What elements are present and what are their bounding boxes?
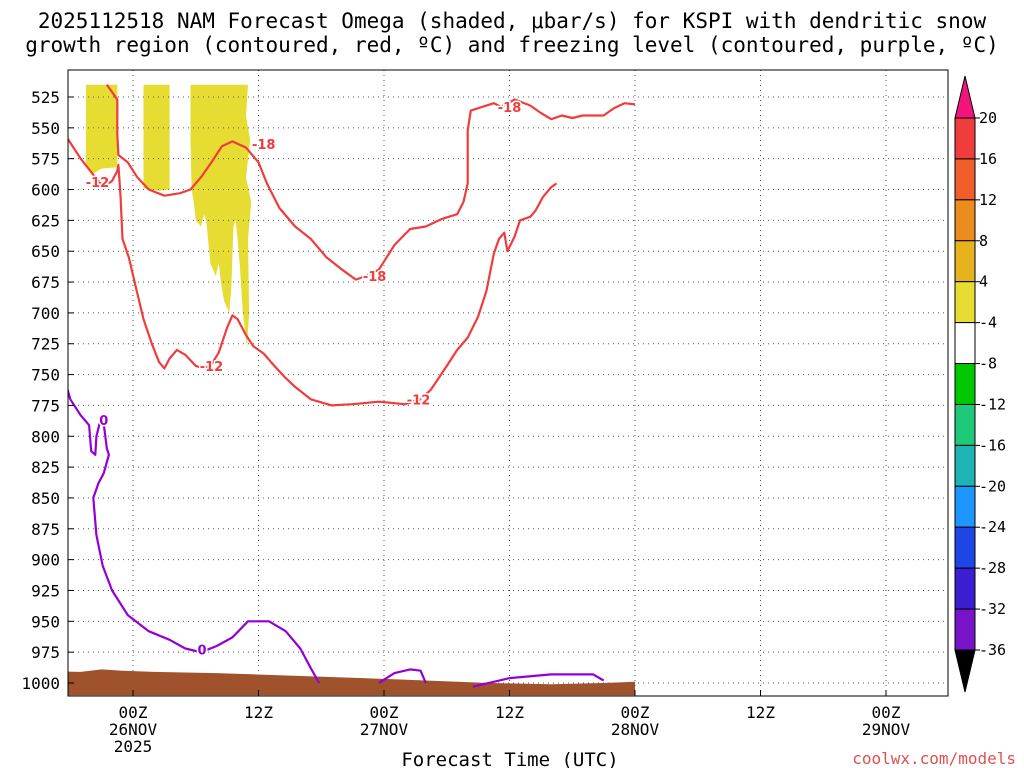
chart-title-line2: growth region (contoured, red, ºC) and f…	[25, 33, 999, 57]
dgz-contour-0	[68, 137, 558, 407]
contour-label: -12	[200, 360, 224, 375]
colorbar-label: 8	[979, 232, 988, 250]
x-axis-label: Forecast Time (UTC)	[401, 749, 618, 768]
contour-label: -18	[252, 138, 276, 153]
colorbar-label: 4	[979, 273, 988, 291]
colorbar-segment	[954, 608, 976, 651]
x-tick-label: 12Z	[244, 703, 273, 722]
y-tick-label: 775	[31, 396, 60, 415]
omega-shade-2	[190, 84, 252, 348]
colorbar-arrow-bottom	[954, 649, 976, 693]
x-tick-label: 2025	[114, 737, 153, 756]
contour-label: -18	[498, 101, 522, 116]
y-tick-label: 850	[31, 489, 60, 508]
colorbar-segment	[954, 485, 976, 528]
x-tick-label: 00Z	[872, 703, 901, 722]
colorbar-segment	[954, 567, 976, 610]
colorbar-label: 16	[979, 150, 997, 168]
y-tick-label: 550	[31, 119, 60, 138]
contour-label: 0	[99, 414, 108, 429]
y-tick-label: 825	[31, 458, 60, 477]
x-tick-label: 26NOV	[109, 720, 158, 739]
colorbar-label: -20	[979, 477, 1006, 495]
x-tick-label: 00Z	[119, 703, 148, 722]
colorbar-segment	[954, 117, 976, 160]
colorbar-label: -16	[979, 436, 1006, 454]
y-tick-label: 1000	[21, 674, 60, 693]
chart-title-line1: 2025112518 NAM Forecast Omega (shaded, μ…	[38, 9, 987, 33]
freezing-contour-1	[378, 668, 427, 684]
colorbar-segment	[954, 240, 976, 283]
colorbar-label: -32	[979, 600, 1006, 618]
x-tick-label: 12Z	[746, 703, 775, 722]
y-tick-label: 600	[31, 181, 60, 200]
y-tick-label: 650	[31, 242, 60, 261]
colorbar-segment	[954, 158, 976, 201]
colorbar-label: -8	[979, 355, 997, 373]
colorbar: 20 16 12 8 4 -4 -8 -12 -16 -20 -24 -28 -32 -36	[954, 75, 1006, 693]
colorbar-label: -12	[979, 395, 1006, 413]
x-tick-label: 00Z	[621, 703, 650, 722]
colorbar-label: -4	[979, 314, 997, 332]
colorbar-segment	[954, 363, 976, 405]
colorbar-segment	[954, 281, 976, 324]
colorbar-label: 20	[979, 109, 997, 127]
y-tick-label: 725	[31, 335, 60, 354]
colorbar-segment	[954, 444, 976, 487]
y-tick-label: 900	[31, 551, 60, 570]
omega-shade-0	[85, 84, 118, 175]
colorbar-label: -28	[979, 559, 1006, 577]
contour-label: -12	[86, 176, 110, 191]
contour-label: -18	[363, 270, 387, 285]
colorbar-arrow-top	[954, 75, 976, 119]
x-tick-label: 27NOV	[360, 720, 409, 739]
y-tick-label: 700	[31, 304, 60, 323]
y-tick-label: 575	[31, 150, 60, 169]
contour-label: 0	[198, 644, 207, 659]
colorbar-label: -36	[979, 641, 1006, 659]
colorbar-label: 12	[979, 191, 997, 209]
freezing-contour-2	[472, 673, 605, 688]
y-tick-label: 750	[31, 366, 60, 385]
y-tick-label: 525	[31, 88, 60, 107]
y-tick-label: 875	[31, 520, 60, 539]
plot-area: -12 -18 -12 -18 -12 -18 0 0	[68, 70, 948, 696]
dgz-contour-1	[105, 84, 636, 281]
colorbar-segment	[954, 199, 976, 242]
y-tick-label: 800	[31, 427, 60, 446]
contour-label: -12	[407, 393, 431, 408]
y-axis: 525 550 575 600 625 650 675 700 725 750 775 800 825 8…	[21, 88, 74, 693]
omega-shade-1	[143, 84, 170, 191]
y-tick-label: 975	[31, 643, 60, 662]
x-tick-label: 12Z	[495, 703, 524, 722]
colorbar-segment	[954, 322, 976, 365]
x-tick-label: 29NOV	[862, 720, 911, 739]
x-tick-label: 00Z	[370, 703, 399, 722]
colorbar-segment	[954, 403, 976, 446]
y-tick-label: 675	[31, 273, 60, 292]
y-tick-label: 925	[31, 581, 60, 600]
x-tick-label: 28NOV	[611, 720, 660, 739]
credit-link[interactable]: coolwx.com/models	[852, 749, 1016, 768]
colorbar-segment	[954, 526, 976, 569]
plot-frame	[67, 69, 949, 697]
y-tick-label: 950	[31, 612, 60, 631]
colorbar-label: -24	[979, 518, 1006, 536]
y-tick-label: 625	[31, 211, 60, 230]
freezing-contour-0	[68, 387, 321, 684]
ground-terrain	[68, 669, 635, 696]
